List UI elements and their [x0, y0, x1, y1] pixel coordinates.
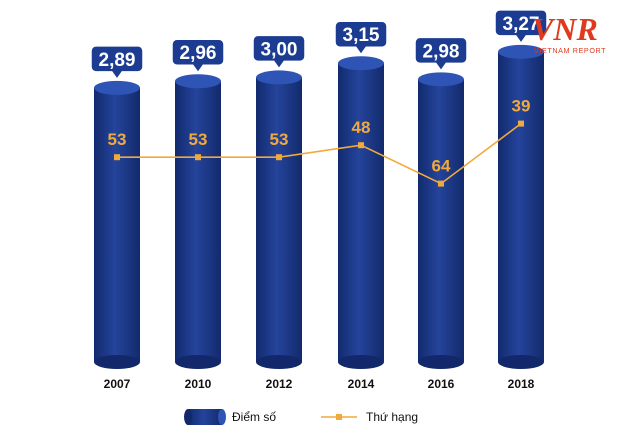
bar-value-pointer: [112, 70, 122, 78]
bar-value-text: 2,98: [423, 41, 460, 62]
legend-line-marker: [336, 414, 342, 420]
legend-label-rank: Thứ hạng: [366, 410, 418, 424]
rank-line: [117, 122, 522, 185]
logo-mark-text: VNR: [532, 11, 598, 47]
logo-subtitle-text: VIETNAM REPORT: [534, 46, 606, 55]
bar-top: [256, 70, 302, 85]
vnr-logo: VNR VIETNAM REPORT: [528, 6, 618, 68]
legend-cylinder-body: [188, 409, 222, 425]
bar-top: [94, 80, 140, 95]
x-axis-labels: 2007 2010 2012 2014 2016 2018: [104, 377, 535, 391]
rank-marker: [114, 154, 120, 161]
rank-label: 39: [512, 97, 531, 116]
bar-base: [338, 355, 384, 369]
legend: Điểm số Thứ hạng: [184, 409, 418, 425]
legend-cylinder-right: [218, 409, 226, 425]
rank-label: 53: [189, 130, 208, 149]
bar-2010: [175, 74, 221, 369]
bar-value-text: 3,27: [503, 14, 540, 35]
rank-line-series: 53 53 53 48 64 39: [108, 97, 531, 187]
x-tick-label: 2016: [428, 377, 455, 391]
bar-body: [418, 79, 464, 362]
bar-value-text: 3,15: [343, 25, 380, 46]
bar-value-text: 2,96: [180, 43, 217, 64]
bar-value-pointer: [193, 64, 203, 72]
bar-top: [418, 72, 464, 87]
bar-2016: [418, 72, 464, 369]
legend-cylinder-left: [184, 409, 192, 425]
bar-body: [175, 81, 221, 363]
legend-label-score: Điểm số: [232, 410, 276, 424]
bar-value-label-2010: 2,96: [171, 38, 225, 72]
x-tick-label: 2012: [266, 377, 293, 391]
bar-2018: [498, 44, 544, 369]
legend-item-score: Điểm số: [184, 409, 276, 425]
bar-base: [175, 355, 221, 369]
data-labels: 2,89 2,96 3,00 3,15 2,98 3,27: [90, 9, 548, 78]
bar-value-label-2014: 3,15: [334, 20, 388, 54]
rank-marker: [195, 154, 201, 161]
rank-label: 53: [270, 130, 289, 149]
rank-label: 48: [352, 118, 371, 137]
bar-value-label-2018: 3,27: [494, 9, 548, 42]
bar-value-pointer: [516, 34, 526, 42]
bar-base: [498, 355, 544, 369]
bar-2012: [256, 70, 302, 369]
bar-body: [498, 51, 544, 363]
bar-value-pointer: [356, 46, 366, 54]
x-tick-label: 2018: [508, 377, 535, 391]
rank-marker: [276, 154, 282, 161]
bar-value-label-2012: 3,00: [252, 34, 306, 68]
x-tick-label: 2014: [348, 377, 375, 391]
bar-base: [256, 355, 302, 369]
bar-value-label-2016: 2,98: [414, 36, 468, 70]
bar-top: [498, 44, 544, 59]
bar-value-pointer: [274, 60, 284, 68]
legend-item-rank: Thứ hạng: [321, 410, 418, 424]
x-tick-label: 2010: [185, 377, 212, 391]
rank-marker: [438, 180, 444, 187]
bar-top: [338, 56, 384, 71]
rank-marker: [518, 120, 524, 127]
x-tick-label: 2007: [104, 377, 131, 391]
bar-value-text: 2,89: [99, 50, 136, 71]
bar-base: [94, 355, 140, 369]
rank-label: 53: [108, 130, 127, 149]
bar-body: [256, 77, 302, 362]
rank-marker: [358, 142, 364, 149]
bar-value-pointer: [436, 62, 446, 70]
bar-series: [94, 44, 544, 369]
bar-2007: [94, 80, 140, 369]
bar-value-label-2007: 2,89: [90, 45, 144, 78]
rank-label: 64: [432, 157, 451, 176]
bar-top: [175, 74, 221, 89]
vnr-logo-mark: VNR VIETNAM REPORT: [532, 11, 606, 55]
bar-body: [94, 87, 140, 362]
bar-2014: [338, 56, 384, 369]
bar-base: [418, 355, 464, 369]
bar-value-text: 3,00: [261, 39, 298, 60]
bar-body: [338, 63, 384, 362]
